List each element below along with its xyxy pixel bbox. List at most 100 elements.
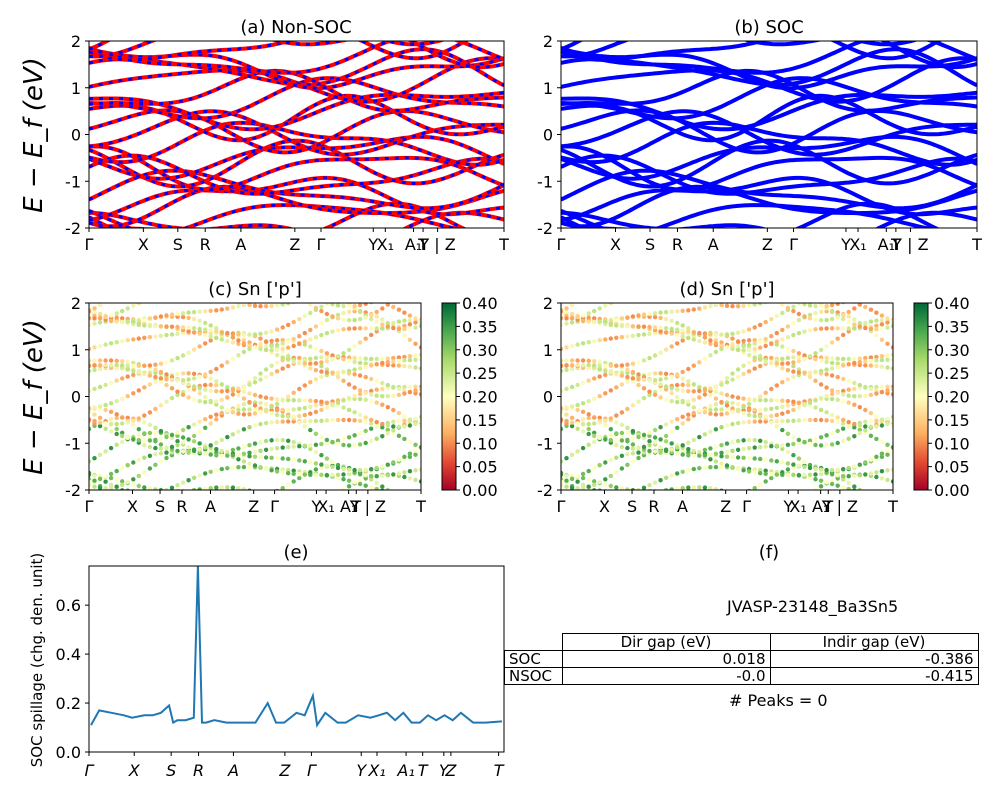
projection-point-d — [780, 404, 785, 409]
projection-point-c — [308, 404, 313, 409]
projection-point-c — [341, 327, 346, 332]
projection-point-d — [652, 449, 658, 454]
projection-point-c — [407, 469, 413, 474]
projection-point-d — [763, 479, 768, 484]
projection-point-c — [136, 457, 141, 463]
projection-point-c — [302, 358, 307, 363]
projection-point-c — [402, 424, 407, 429]
projection-point-c — [391, 298, 395, 302]
projection-point-d — [841, 376, 846, 382]
projection-point-d — [874, 281, 878, 285]
projection-point-d — [807, 312, 813, 318]
projection-point-d — [697, 450, 702, 455]
projection-point-d — [874, 326, 879, 332]
band-line-b — [561, 120, 977, 167]
projection-point-c — [120, 308, 125, 314]
projection-point-c — [231, 271, 235, 275]
band-line-b — [561, 175, 977, 223]
projection-point-d — [691, 337, 696, 342]
projection-point-d — [835, 473, 840, 478]
xtick-label-A: S — [173, 235, 183, 254]
projection-point-c — [330, 329, 335, 334]
projection-point-d — [758, 303, 763, 306]
projection-point-d — [675, 445, 680, 450]
projection-point-d — [691, 330, 696, 335]
projection-point-c — [142, 323, 147, 328]
projection-point-c — [324, 331, 330, 336]
projection-point-d — [869, 288, 873, 292]
projection-point-c — [407, 322, 413, 327]
projection-point-d — [863, 428, 868, 433]
projection-point-d — [697, 485, 702, 490]
projection-point-c — [258, 331, 263, 336]
projection-point-d — [735, 438, 741, 444]
projection-point-d — [824, 359, 829, 365]
gap-table: Dir gap (eV) Indir gap (eV) SOC 0.018 -0… — [504, 633, 979, 685]
projection-point-c — [391, 491, 395, 495]
projection-point-c — [258, 377, 263, 382]
projection-point-d — [841, 296, 845, 300]
projection-point-d — [608, 363, 613, 368]
projection-point-c — [225, 385, 230, 390]
projection-point-d — [852, 356, 857, 361]
projection-point-d — [702, 447, 708, 453]
projection-point-c — [203, 327, 208, 332]
projection-point-c — [120, 482, 125, 487]
projection-point-c — [346, 326, 352, 331]
projection-point-c — [346, 395, 352, 401]
projection-point-d — [614, 438, 619, 443]
projection-point-c — [291, 343, 296, 349]
projection-point-c — [280, 419, 285, 424]
projection-point-c — [136, 438, 141, 443]
projection-point-c — [263, 438, 269, 444]
projection-point-c — [230, 447, 236, 453]
projection-point-c — [341, 436, 346, 442]
projection-point-c — [324, 354, 330, 360]
projection-point-d — [663, 384, 669, 389]
projection-point-d — [669, 441, 674, 446]
projection-point-d — [774, 330, 779, 336]
projection-point-c — [396, 386, 402, 391]
projection-point-c — [297, 341, 302, 347]
projection-point-d — [586, 340, 591, 345]
projection-point-d — [874, 290, 878, 294]
projection-point-c — [131, 418, 136, 423]
ytick-label-D: -2 — [537, 481, 553, 500]
projection-point-c — [175, 442, 180, 448]
projection-point-c — [324, 472, 330, 478]
projection-point-d — [620, 265, 624, 269]
projection-point-d — [636, 313, 641, 318]
projection-point-c — [269, 446, 274, 452]
projection-point-c — [92, 405, 97, 410]
projection-point-c — [230, 453, 236, 458]
projection-point-c — [357, 309, 363, 315]
projection-point-c — [335, 472, 341, 477]
projection-point-d — [835, 467, 840, 473]
projection-point-d — [885, 282, 889, 286]
projection-point-c — [274, 397, 280, 402]
projection-point-c — [208, 369, 213, 375]
projection-point-c — [214, 366, 219, 372]
spillage-line — [90, 565, 503, 728]
projection-point-c — [120, 439, 125, 445]
projection-point-c — [180, 435, 186, 440]
projection-point-d — [818, 443, 824, 448]
projection-point-d — [885, 388, 890, 393]
xtick-label-C: Γ — [85, 497, 94, 516]
projection-point-c — [291, 398, 296, 403]
projection-point-c — [335, 370, 341, 375]
projection-point-d — [636, 445, 641, 451]
projection-point-c — [402, 333, 407, 338]
projection-point-d — [791, 472, 796, 478]
projection-point-d — [736, 495, 740, 499]
projection-point-c — [352, 443, 357, 448]
projection-point-c — [203, 399, 208, 405]
projection-point-d — [592, 421, 597, 426]
projection-point-d — [586, 484, 591, 489]
projection-point-d — [625, 430, 630, 435]
projection-point-c — [313, 355, 319, 361]
projection-point-c — [231, 498, 235, 502]
projection-point-d — [724, 449, 730, 454]
panel-a-bands — [89, 41, 504, 228]
projection-point-c — [369, 316, 374, 322]
